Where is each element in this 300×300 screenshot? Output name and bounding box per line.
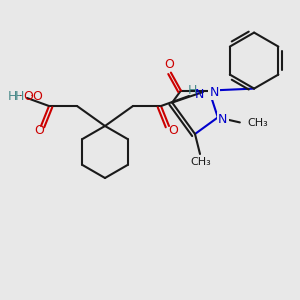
Text: ·: ·: [19, 91, 22, 101]
Text: H: H: [187, 85, 197, 98]
Text: CH₃: CH₃: [190, 157, 212, 167]
Text: CH₃: CH₃: [248, 118, 268, 128]
Text: O: O: [23, 89, 33, 103]
Text: N: N: [209, 86, 219, 99]
Text: H: H: [7, 89, 17, 103]
Text: O: O: [34, 124, 44, 137]
Text: ·O: ·O: [30, 91, 44, 103]
Text: N: N: [194, 88, 204, 100]
Text: O: O: [164, 58, 174, 71]
Text: O: O: [168, 124, 178, 137]
Text: N: N: [218, 113, 227, 126]
Text: H: H: [15, 91, 24, 103]
